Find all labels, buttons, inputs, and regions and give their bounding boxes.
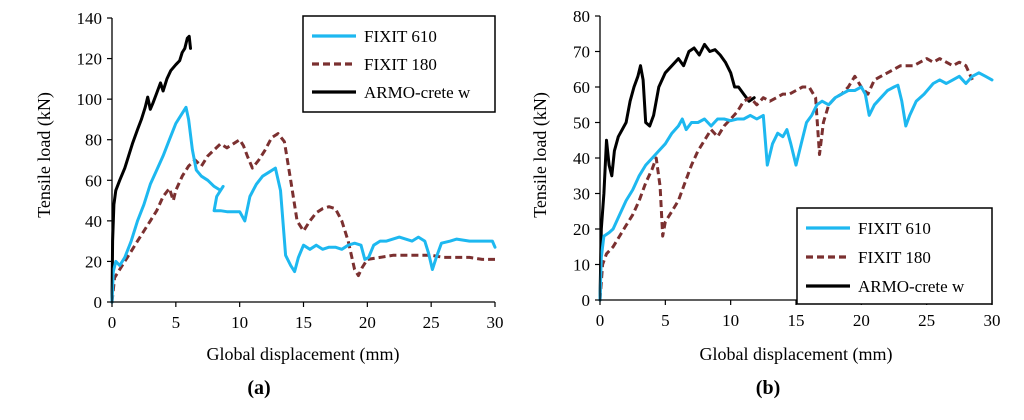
panel-a-xtick-label: 30 [487,313,504,332]
panel-a: 0 20 40 60 80 100 120 140 0 5 10 15 20 25 30 Tensile l… [34,9,504,399]
panel-b-caption-open: ( [756,377,763,399]
panel-b-xtick-label: 30 [984,311,1001,330]
panel-a-xtick-label: 10 [231,313,248,332]
panel-b-xtick-label: 20 [853,311,870,330]
panel-b-ytick-label: 50 [573,114,590,133]
panel-a-ytick-label: 100 [77,90,103,109]
panel-a-xtick-label: 20 [359,313,376,332]
panel-b-xtick-label: 25 [918,311,935,330]
panel-b-legend-label-armocrete: ARMO-crete w [858,277,965,296]
panel-b-series-armo-crete-w [598,42,756,302]
panel-b-xtick-label: 10 [722,311,739,330]
panel-b-legend-label-fixit180: FIXIT 180 [858,248,931,267]
panel-a-xtick-label: 0 [108,313,117,332]
panel-a-ytick-label: 40 [85,212,102,231]
panel-a-caption-open: ( [247,377,254,399]
panel-a-legend-label-fixit610: FIXIT 610 [364,27,437,46]
panel-b-ytick-label: 30 [573,185,590,204]
panel-b-series-fixit-610 [598,71,994,302]
panel-b-xtick-label: 15 [788,311,805,330]
panel-b-series-fixit-180 [598,57,974,301]
panel-b-caption-close: ) [774,377,781,399]
panel-a-caption: (a) [247,377,270,399]
panel-b-ytick-label: 20 [573,220,590,239]
panel-b-caption: (b) [756,377,780,399]
panel-b-ytick-label: 60 [573,78,590,97]
panel-b-xtick-label: 5 [661,311,670,330]
panel-b-legend-label-fixit610: FIXIT 610 [858,219,931,238]
panel-b-xtick-label: 0 [596,311,605,330]
panel-a-xtick-label: 25 [423,313,440,332]
panel-a-xtick-label: 15 [295,313,312,332]
panel-a-xlabel: Global displacement (mm) [207,344,400,365]
panel-b-caption-letter: b [762,377,773,399]
panel-a-series-fixit-180 [110,132,495,303]
panel-b: 0 10 20 30 40 50 60 70 80 0 5 10 15 20 25 30 Tensile lo… [530,7,1001,399]
panel-a-ytick-label: 60 [85,171,102,190]
panel-a-legend-label-fixit180: FIXIT 180 [364,55,437,74]
panel-b-xlabel: Global displacement (mm) [700,344,893,365]
panel-a-legend-label-armocrete: ARMO-crete w [364,83,471,102]
panel-a-series-fixit-610 [110,105,497,304]
panel-a-series-armo-crete-w [110,34,192,304]
panel-b-ytick-label: 40 [573,149,590,168]
panel-b-ytick-label: 0 [582,291,591,310]
panel-b-legend: FIXIT 610 FIXIT 180 ARMO-crete w [796,207,993,305]
panel-a-ytick-label: 20 [85,252,102,271]
panel-b-axes: 0 10 20 30 40 50 60 70 80 0 5 10 15 20 25 30 [573,7,1001,330]
panel-a-ylabel: Tensile load (kN) [34,92,55,218]
panel-a-caption-close: ) [264,377,271,399]
panel-b-ytick-label: 80 [573,7,590,26]
panel-a-ytick-label: 120 [77,50,103,69]
panel-a-xtick-label: 5 [172,313,181,332]
panel-a-axes: 0 20 40 60 80 100 120 140 0 5 10 15 20 25 30 [77,9,504,332]
panel-a-caption-letter: a [254,377,264,399]
panel-b-series [598,42,994,302]
panel-a-series [110,34,497,304]
panel-a-ytick-label: 0 [94,293,103,312]
panel-a-ytick-label: 80 [85,131,102,150]
panel-a-legend: FIXIT 610 FIXIT 180 ARMO-crete w [302,15,496,113]
panel-a-ytick-label: 140 [77,9,103,28]
panel-b-ylabel: Tensile load (kN) [530,92,551,218]
panel-b-ytick-label: 70 [573,43,590,62]
panel-b-ytick-label: 10 [573,256,590,275]
